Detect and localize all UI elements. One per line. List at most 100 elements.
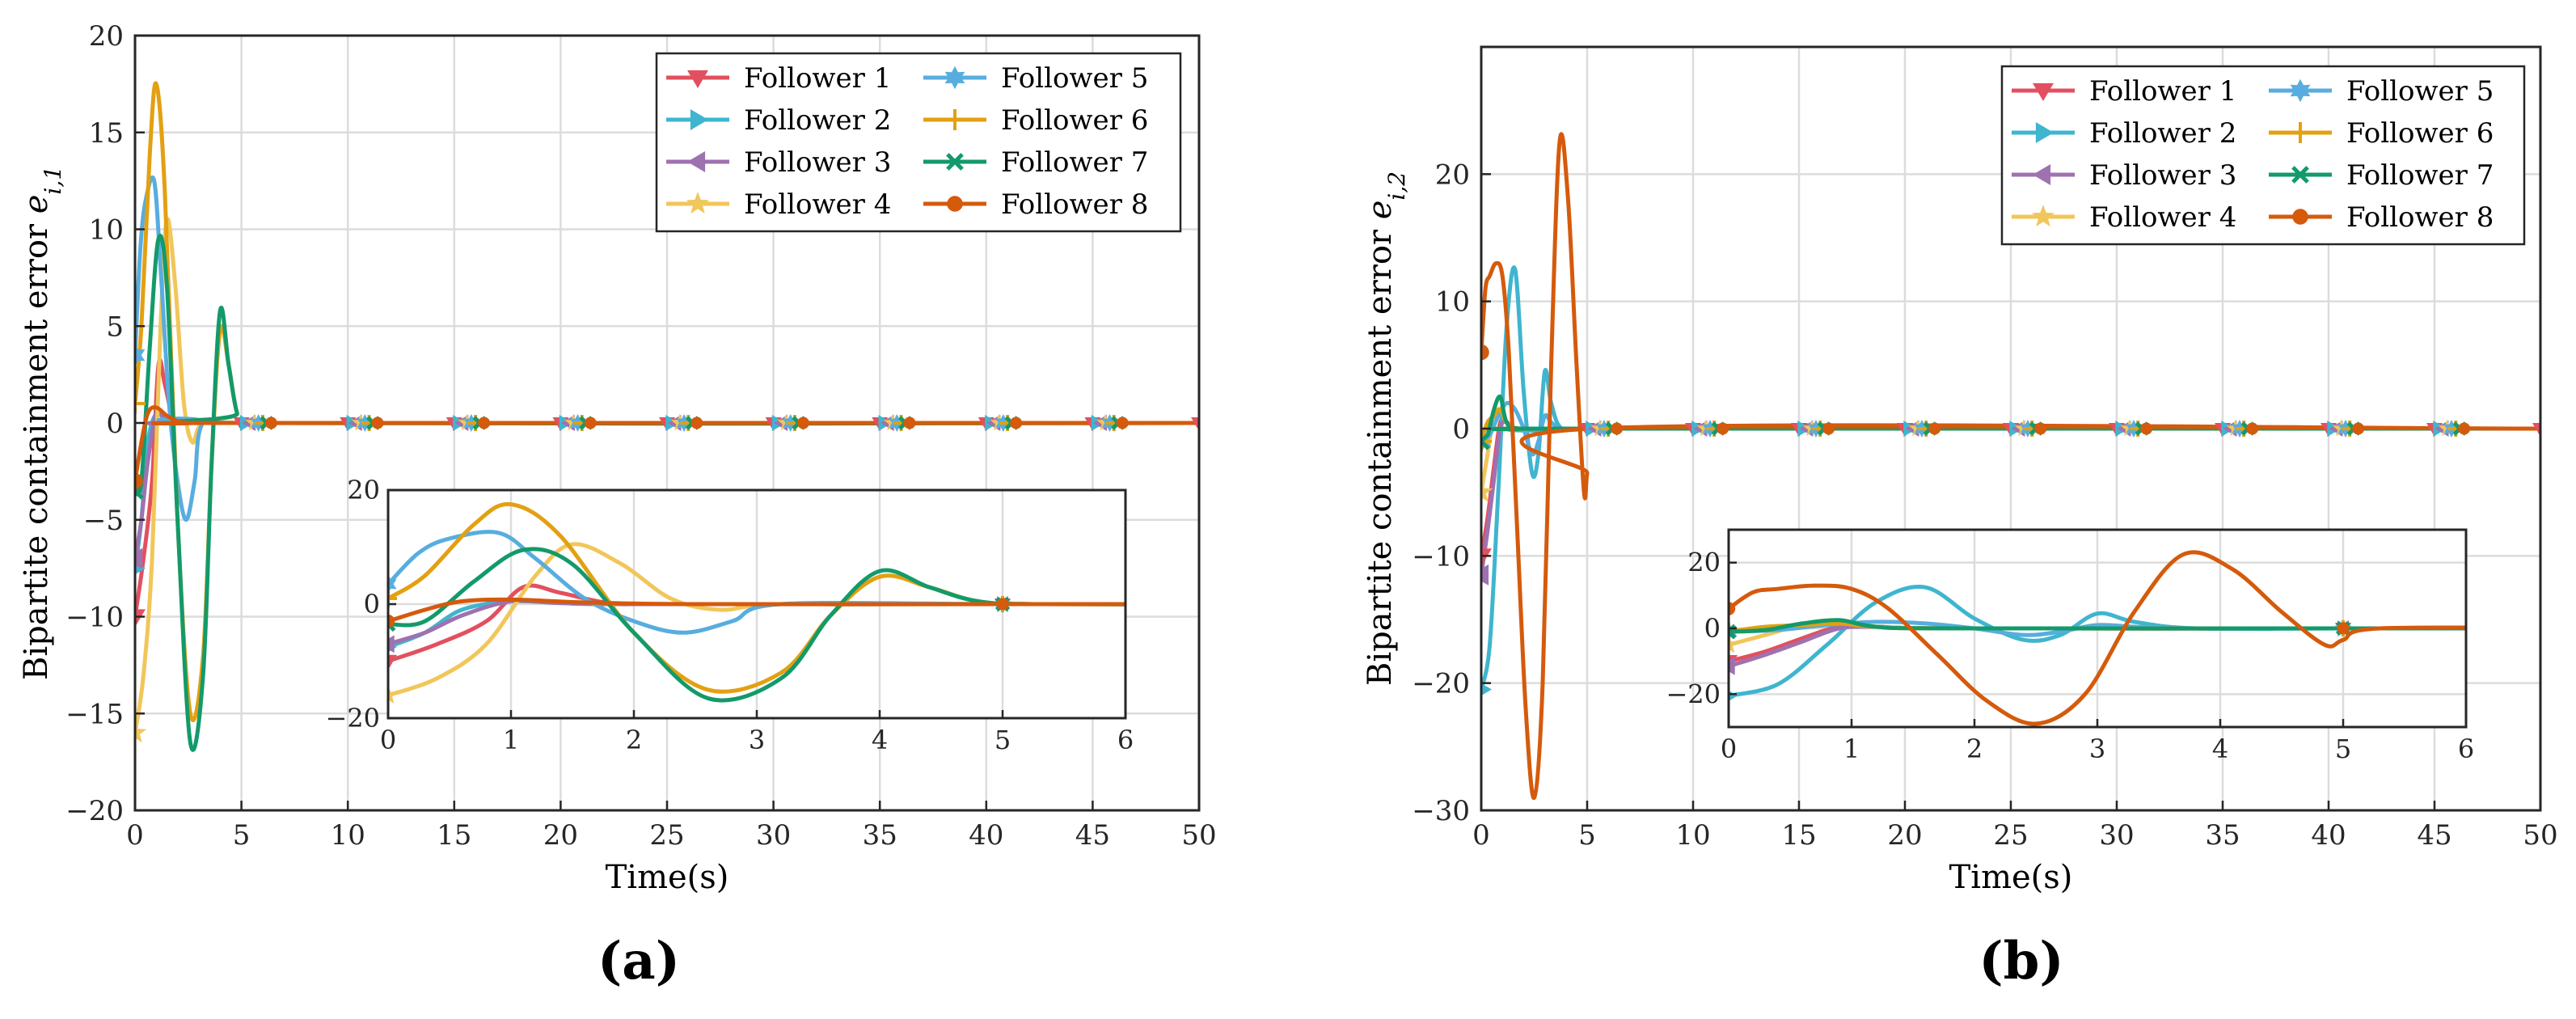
x-tick-label: 50 xyxy=(1181,819,1216,852)
panel-label: (a) xyxy=(598,931,680,992)
inset-series-marker xyxy=(1729,634,1738,653)
inset-series-marker xyxy=(388,654,397,670)
legend-label: Follower 4 xyxy=(2089,201,2236,234)
series-marker xyxy=(1481,548,1492,567)
series-marker xyxy=(135,609,146,628)
series-marker xyxy=(2246,422,2259,435)
y-tick-label: 10 xyxy=(89,214,124,247)
y-tick-label: −20 xyxy=(65,795,124,827)
series-marker xyxy=(135,473,143,489)
inset-series-line xyxy=(388,597,1125,624)
y-tick-label: −15 xyxy=(65,698,124,730)
x-tick-label: 35 xyxy=(863,819,897,852)
legend-label: Follower 1 xyxy=(2089,75,2236,108)
inset-x-tick-label: 6 xyxy=(2458,734,2474,764)
y-axis-label-var: e xyxy=(18,195,55,214)
legend-marker xyxy=(687,70,708,88)
legend-item: Follower 5 xyxy=(923,62,1148,95)
y-tick-label: −30 xyxy=(1412,795,1470,827)
legend-marker xyxy=(944,109,965,130)
inset-x-tick-label: 0 xyxy=(380,725,396,755)
legend-marker xyxy=(2291,166,2309,184)
series-marker xyxy=(1481,430,1492,452)
series-marker xyxy=(2532,423,2540,437)
panel-label: (b) xyxy=(1978,931,2063,992)
series-marker xyxy=(1928,422,1941,435)
legend-item: Follower 1 xyxy=(666,62,891,95)
inset-x-tick-label: 3 xyxy=(2089,734,2105,764)
legend-item: Follower 4 xyxy=(666,188,891,221)
series-marker xyxy=(796,416,809,429)
x-tick-label: 10 xyxy=(1675,819,1710,852)
y-tick-label: −5 xyxy=(83,505,124,537)
inset-series-marker xyxy=(1729,602,1736,615)
series-marker xyxy=(690,416,703,429)
legend-item: Follower 3 xyxy=(666,146,891,179)
legend-item: Follower 2 xyxy=(666,104,891,137)
legend-box xyxy=(655,52,1182,233)
y-tick-label: 10 xyxy=(1435,286,1470,319)
x-tick-label: 15 xyxy=(437,819,471,852)
legend-label: Follower 8 xyxy=(1001,188,1148,221)
legend-marker xyxy=(2292,209,2308,225)
y-axis-label-sub: i,2 xyxy=(1383,171,1410,201)
legend-marker xyxy=(944,66,965,90)
legend-marker xyxy=(946,153,964,171)
legend: Follower 1 Follower 2 Follower 3 Follower 4… xyxy=(655,52,1182,233)
legend-label: Follower 1 xyxy=(744,62,891,95)
panel-a: 0 5 10 15 20 25 30 35 40 45 50−20−15−10−505101520T… xyxy=(18,20,1217,992)
legend-item: Follower 1 xyxy=(2012,75,2236,108)
x-tick-label: 0 xyxy=(1472,819,1490,852)
y-tick-label: −10 xyxy=(1412,540,1470,573)
legend-item: Follower 4 xyxy=(2012,201,2236,234)
series-marker xyxy=(2034,422,2047,435)
x-tick-label: 20 xyxy=(1887,819,1922,852)
legend-label: Follower 6 xyxy=(1001,104,1148,137)
series-group xyxy=(135,81,1199,752)
inset-series-marker xyxy=(388,589,397,607)
series-marker xyxy=(1191,417,1199,431)
y-tick-label: 15 xyxy=(89,117,124,150)
series-marker xyxy=(584,416,597,429)
legend-marker xyxy=(686,192,710,214)
legend-item: Follower 7 xyxy=(923,146,1148,179)
inset-x-tick-label: 5 xyxy=(995,725,1011,755)
legend-label: Follower 5 xyxy=(2346,75,2494,108)
inset-series-marker xyxy=(388,614,395,628)
legend-label: Follower 7 xyxy=(2346,159,2494,192)
series-marker xyxy=(1717,422,1729,435)
series-marker xyxy=(1481,432,1490,450)
series-marker xyxy=(1481,683,1492,696)
y-axis-label: Bipartite containment error ei,2 xyxy=(1362,171,1410,686)
series-marker xyxy=(2458,422,2471,435)
series-marker xyxy=(1116,416,1129,429)
inset-series-marker xyxy=(2337,622,2350,635)
y-tick-label: 0 xyxy=(106,408,124,440)
inset-series-line xyxy=(1729,550,2466,726)
x-tick-label: 15 xyxy=(1781,819,1816,852)
y-axis-label-var: e xyxy=(1362,201,1399,220)
legend-box xyxy=(2000,65,2526,246)
inset-x-tick-label: 2 xyxy=(626,725,642,755)
legend-item: Follower 3 xyxy=(2012,159,2236,192)
legend-item: Follower 5 xyxy=(2269,75,2494,108)
inset-series-marker xyxy=(1729,657,1735,675)
x-tick-label: 45 xyxy=(2417,819,2451,852)
x-tick-label: 35 xyxy=(2205,819,2240,852)
legend-label: Follower 6 xyxy=(2346,117,2494,150)
legend-label: Follower 8 xyxy=(2346,201,2494,234)
legend-label: Follower 3 xyxy=(744,146,891,179)
y-tick-label: −20 xyxy=(1412,668,1470,700)
series-marker xyxy=(1010,416,1023,429)
inset-y-tick-label: 0 xyxy=(364,589,380,619)
series-line xyxy=(1481,132,2540,800)
x-tick-label: 40 xyxy=(969,819,1003,852)
legend-marker xyxy=(2033,164,2051,185)
series-marker xyxy=(264,416,277,429)
series-marker xyxy=(903,416,916,429)
legend-item: Follower 2 xyxy=(2012,117,2236,150)
series-marker xyxy=(135,721,147,743)
inset-x-tick-label: 4 xyxy=(2212,734,2228,764)
x-tick-label: 45 xyxy=(1075,819,1110,852)
